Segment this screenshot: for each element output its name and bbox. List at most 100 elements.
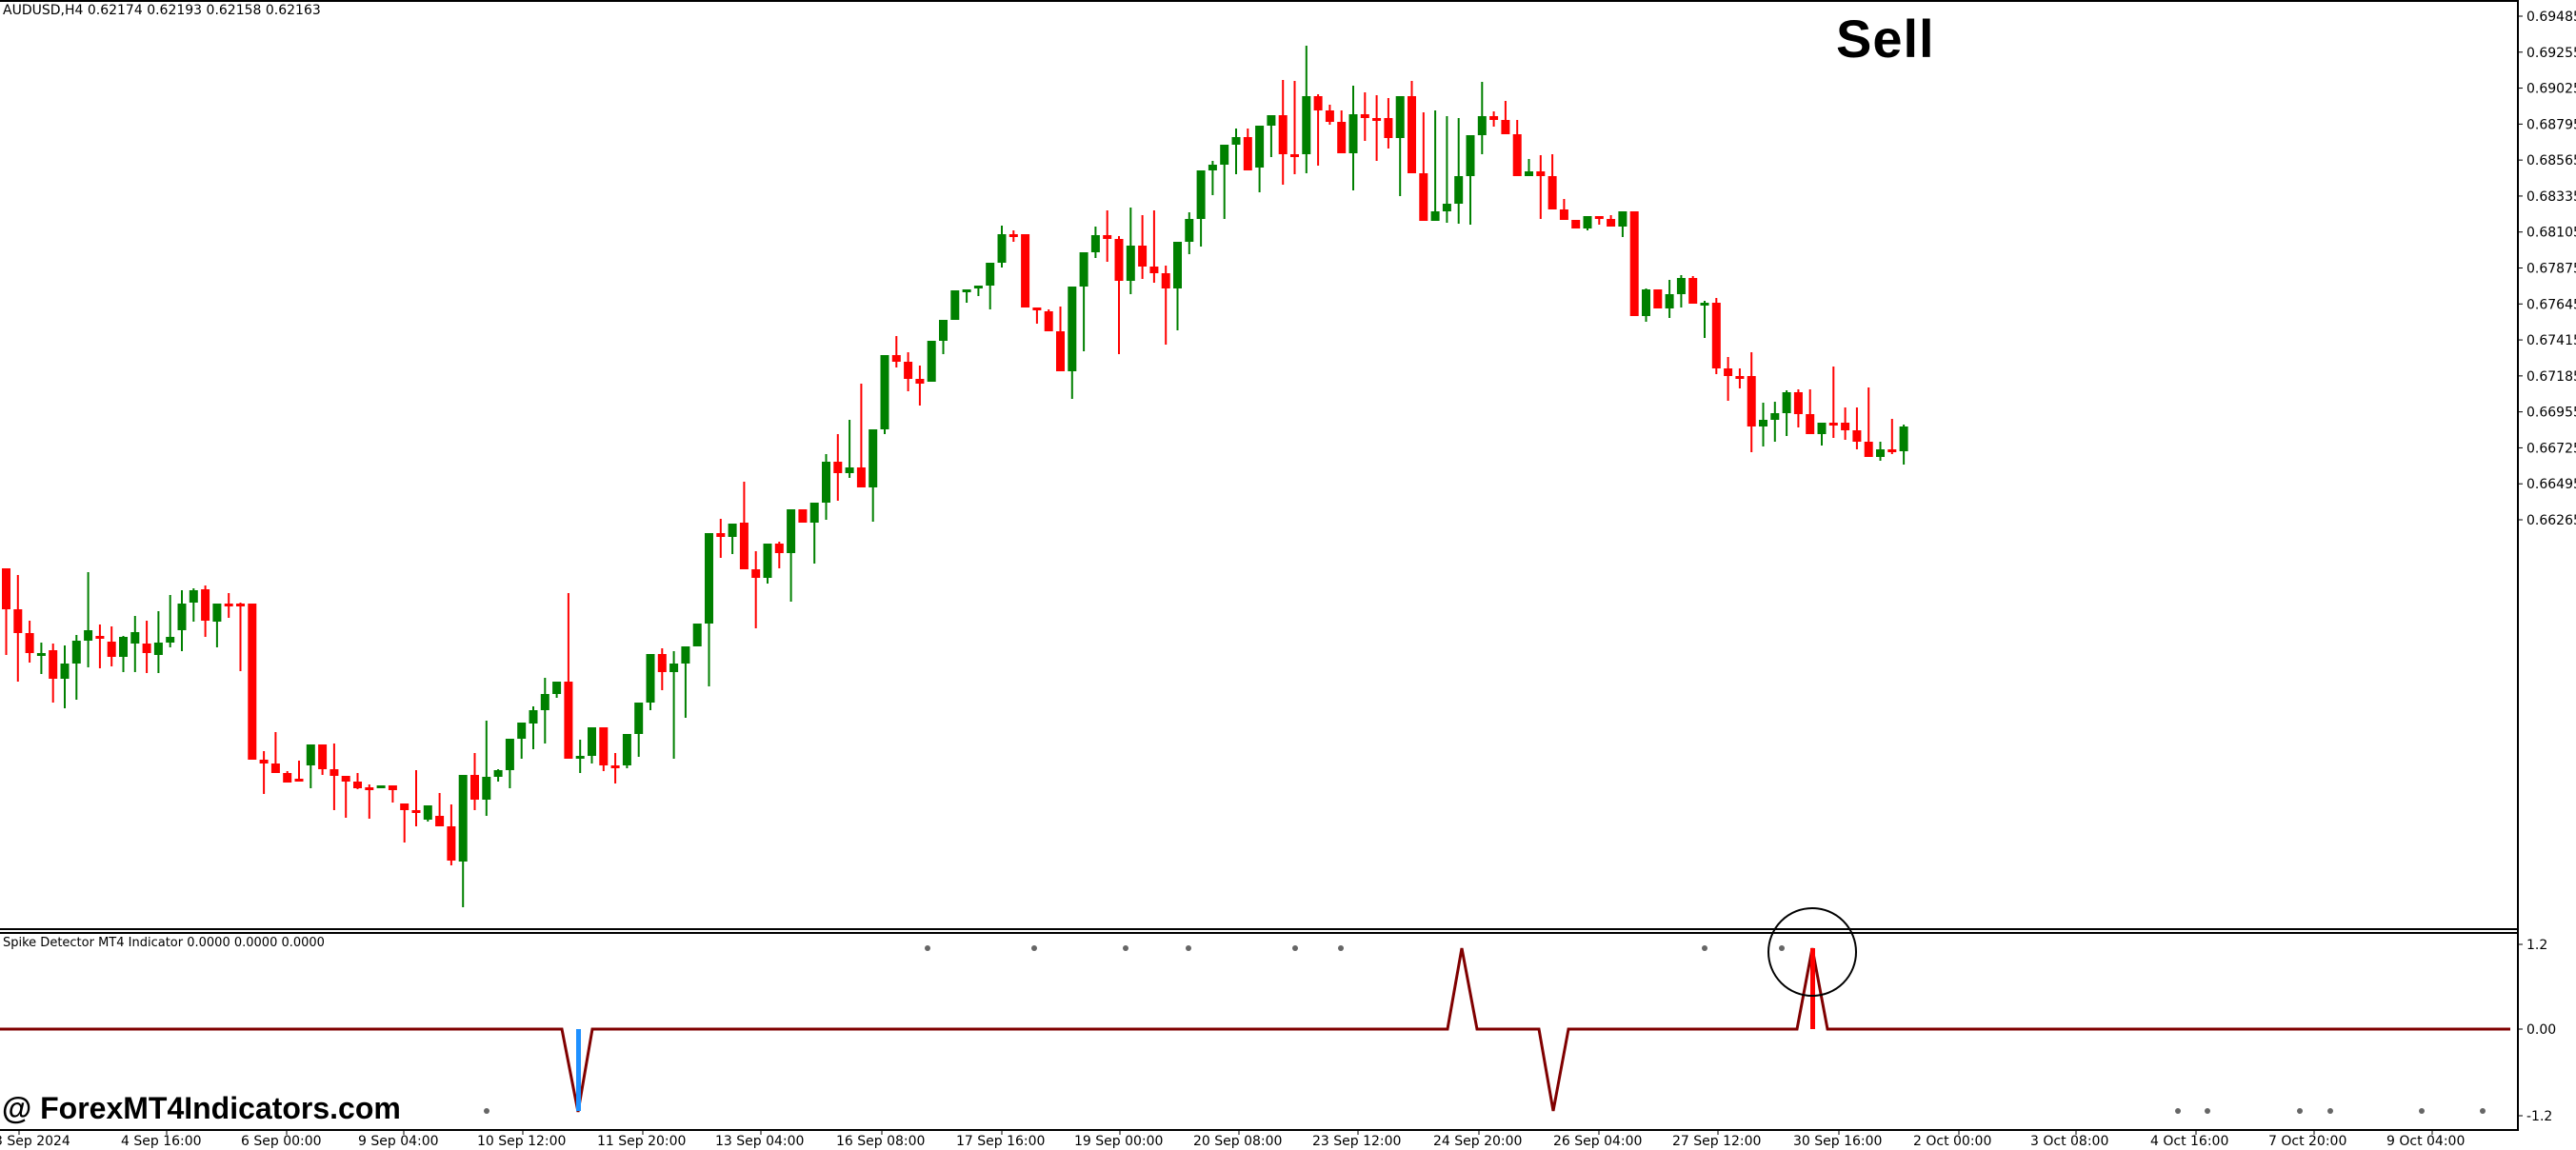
candle-body[interactable] [1607, 219, 1616, 227]
candle-body[interactable] [1864, 442, 1873, 457]
candle-body[interactable] [353, 782, 362, 788]
candle-body[interactable] [341, 776, 350, 782]
candle-body[interactable] [774, 544, 784, 553]
candle-body[interactable] [435, 816, 445, 826]
candle-body[interactable] [705, 533, 713, 624]
candle-body[interactable] [1208, 165, 1217, 170]
candle-body[interactable] [997, 234, 1007, 263]
candle-body[interactable] [1243, 137, 1252, 170]
candle-body[interactable] [1126, 246, 1135, 281]
candle-body[interactable] [119, 637, 128, 657]
candle-body[interactable] [657, 654, 667, 672]
candle-body[interactable] [915, 379, 925, 384]
candle-body[interactable] [493, 770, 503, 777]
candle-body[interactable] [189, 590, 198, 603]
candle-body[interactable] [939, 320, 948, 341]
candle-body[interactable] [927, 341, 936, 382]
candle-body[interactable] [1255, 126, 1265, 168]
candle-body[interactable] [869, 429, 878, 487]
candle-body[interactable] [1395, 96, 1405, 138]
candle-body[interactable] [1711, 303, 1721, 368]
candle-body[interactable] [142, 644, 151, 653]
candle-body[interactable] [376, 785, 386, 788]
candle-body[interactable] [1653, 289, 1663, 308]
candle-body[interactable] [845, 467, 854, 473]
candle-body[interactable] [248, 604, 257, 760]
candle-body[interactable] [986, 263, 995, 286]
candle-body[interactable] [294, 779, 304, 782]
candle-body[interactable] [84, 630, 93, 641]
candle-body[interactable] [1536, 171, 1546, 176]
candle-body[interactable] [1008, 234, 1018, 237]
candle-body[interactable] [447, 826, 456, 861]
candle-body[interactable] [728, 524, 737, 537]
candle-body[interactable] [1793, 392, 1803, 414]
candle-body[interactable] [1770, 413, 1780, 420]
candle-body[interactable] [201, 589, 210, 621]
candle-body[interactable] [270, 763, 280, 773]
candle-body[interactable] [575, 756, 585, 759]
candle-body[interactable] [1676, 278, 1686, 294]
candle-body[interactable] [622, 734, 631, 765]
candle-body[interactable] [1138, 246, 1148, 267]
candle-body[interactable] [634, 703, 644, 734]
candle-body[interactable] [130, 632, 140, 644]
candle-body[interactable] [1114, 239, 1124, 281]
candle-body[interactable] [1782, 392, 1791, 413]
candle-body[interactable] [1759, 420, 1767, 426]
candle-body[interactable] [1454, 176, 1464, 204]
candle-body[interactable] [1887, 449, 1897, 452]
candle-body[interactable] [71, 641, 81, 664]
candle-body[interactable] [1220, 145, 1229, 165]
candle-body[interactable] [329, 769, 339, 776]
candle-body[interactable] [1044, 311, 1053, 331]
candle-body[interactable] [962, 289, 971, 292]
candle-body[interactable] [1267, 115, 1276, 126]
candle-body[interactable] [1525, 171, 1533, 176]
candle-body[interactable] [25, 633, 34, 653]
candle-body[interactable] [177, 604, 187, 630]
candle-body[interactable] [787, 509, 796, 553]
candle-body[interactable] [1302, 96, 1311, 154]
candle-body[interactable] [36, 653, 46, 656]
candle-body[interactable] [1384, 118, 1393, 138]
candle-body[interactable] [1173, 242, 1182, 288]
candle-body[interactable] [1185, 219, 1194, 242]
candle-body[interactable] [458, 775, 468, 862]
candle-body[interactable] [259, 760, 269, 763]
candle-body[interactable] [856, 467, 866, 487]
candle-body[interactable] [716, 533, 726, 537]
candle-body[interactable] [60, 664, 70, 679]
candle-body[interactable] [904, 362, 913, 379]
candle-body[interactable] [212, 604, 222, 622]
candle-body[interactable] [166, 637, 175, 643]
candle-body[interactable] [1325, 110, 1334, 122]
candle-body[interactable] [1899, 426, 1908, 451]
candle-body[interactable] [646, 654, 655, 703]
candle-body[interactable] [822, 462, 830, 503]
candle-body[interactable] [318, 744, 328, 769]
candle-body[interactable] [107, 642, 116, 657]
candle-body[interactable] [1688, 278, 1698, 304]
candle-body[interactable] [411, 810, 421, 813]
candle-body[interactable] [540, 694, 549, 710]
candle-body[interactable] [1876, 449, 1885, 457]
candle-body[interactable] [529, 710, 538, 724]
candle-body[interactable] [1594, 216, 1604, 219]
candle-body[interactable] [599, 727, 609, 765]
candle-body[interactable] [1372, 118, 1382, 121]
candle-body[interactable] [1828, 423, 1838, 426]
candle-body[interactable] [1583, 216, 1592, 228]
candle-body[interactable] [1090, 235, 1100, 252]
candle-body[interactable] [1841, 423, 1850, 430]
candle-body[interactable] [1278, 115, 1288, 154]
candle-body[interactable] [1806, 414, 1815, 434]
candle-body[interactable] [739, 523, 749, 569]
candle-body[interactable] [880, 355, 889, 429]
candle-body[interactable] [1548, 176, 1557, 209]
candle-body[interactable] [1103, 235, 1112, 239]
candle-body[interactable] [1290, 154, 1299, 157]
candle-body[interactable] [1852, 430, 1862, 442]
candle-body[interactable] [2, 568, 10, 609]
candle-body[interactable] [153, 643, 163, 655]
